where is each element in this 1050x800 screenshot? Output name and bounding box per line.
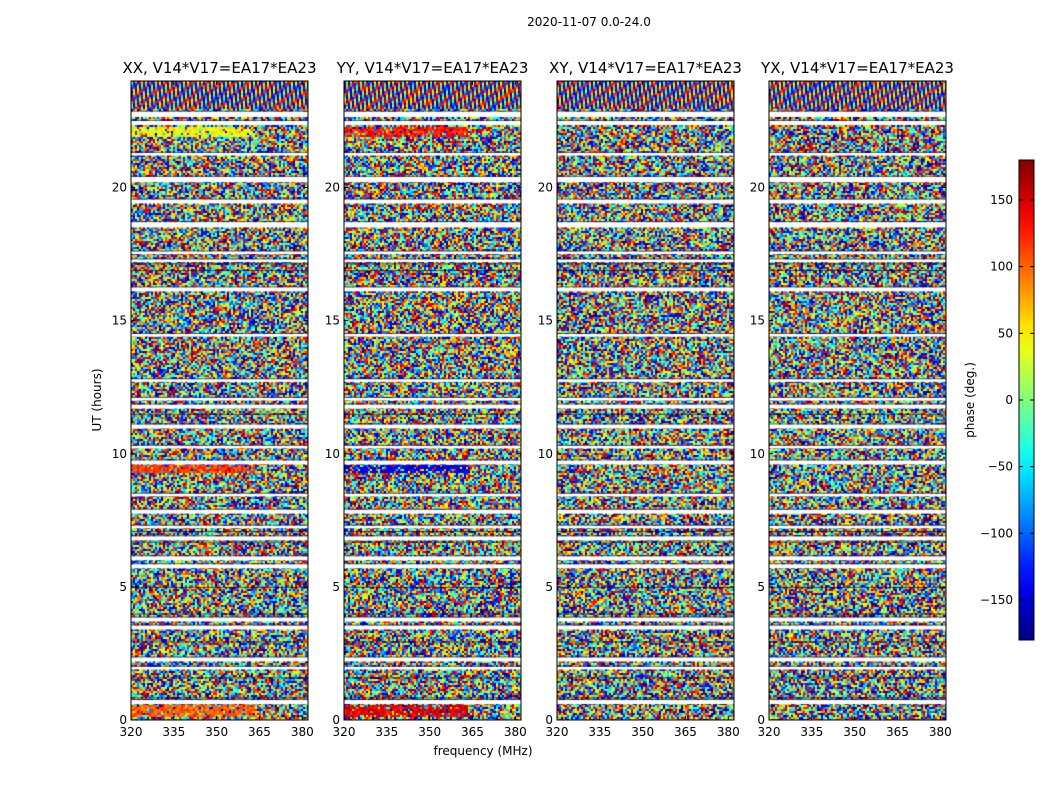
- panel-4: YX, V14*V17=EA17*EA23 320 335 350 365 380 0 5 10…: [750, 59, 954, 739]
- x-tick-label: 365: [886, 725, 909, 739]
- y-tick-label: 0: [119, 713, 127, 727]
- y-tick-label: 10: [325, 447, 340, 461]
- y-axis-label: UT (hours): [90, 368, 104, 431]
- x-tick-label: 320: [546, 725, 569, 739]
- colorbar: 150 100 50 0 −50 −100 −150 phase (deg.): [963, 159, 1035, 641]
- x-tick-label: 320: [758, 725, 781, 739]
- x-tick-label: 335: [375, 725, 398, 739]
- y-tick-label: 5: [545, 580, 553, 594]
- panels: XX, V14*V17=EA17*EA23 320 335 350 365 380 0 5 10…: [112, 59, 954, 739]
- x-tick-label: 335: [162, 725, 185, 739]
- y-tick-label: 20: [538, 181, 553, 195]
- x-tick-label: 335: [588, 725, 611, 739]
- heatmap-image: [344, 81, 521, 720]
- y-tick-label: 0: [332, 713, 340, 727]
- y-tick-label: 15: [112, 314, 127, 328]
- heatmap-image: [131, 81, 308, 720]
- y-tick-label: 10: [538, 447, 553, 461]
- panel-1: XX, V14*V17=EA17*EA23 320 335 350 365 380 0 5 10…: [112, 59, 317, 739]
- y-tick-label: 20: [750, 181, 765, 195]
- panel-frame: [556, 80, 735, 721]
- colorbar-tick-label: 100: [990, 260, 1013, 274]
- colorbar-label: phase (deg.): [963, 362, 977, 438]
- y-tick-label: 10: [750, 447, 765, 461]
- x-tick-label: 380: [504, 725, 527, 739]
- heatmap-image: [557, 81, 734, 720]
- suptitle: 2020-11-07 0.0-24.0: [527, 15, 651, 29]
- x-tick-label: 380: [291, 725, 314, 739]
- y-tick-label: 20: [325, 181, 340, 195]
- colorbar-tick-label: −150: [980, 593, 1013, 607]
- panel-frame: [130, 80, 309, 721]
- y-tick-label: 5: [757, 580, 765, 594]
- x-tick-label: 350: [631, 725, 654, 739]
- panel-frame: [343, 80, 522, 721]
- x-tick-label: 380: [929, 725, 952, 739]
- x-tick-label: 365: [461, 725, 484, 739]
- x-tick-label: 380: [717, 725, 740, 739]
- x-tick-label: 365: [674, 725, 697, 739]
- y-tick-label: 0: [757, 713, 765, 727]
- x-tick-label: 350: [205, 725, 228, 739]
- panel-title: XY, V14*V17=EA17*EA23: [549, 59, 742, 77]
- colorbar-tick-label: 150: [990, 193, 1013, 207]
- colorbar-tick-label: −100: [980, 526, 1013, 540]
- panel-title: YX, V14*V17=EA17*EA23: [760, 59, 954, 77]
- y-tick-label: 15: [538, 314, 553, 328]
- panel-frame: [768, 80, 947, 721]
- x-tick-label: 350: [843, 725, 866, 739]
- x-axis-label: frequency (MHz): [433, 744, 532, 758]
- panel-3: XY, V14*V17=EA17*EA23 320 335 350 365 380 0 5 10…: [538, 59, 742, 739]
- y-tick-label: 5: [332, 580, 340, 594]
- y-tick-label: 15: [325, 314, 340, 328]
- y-tick-label: 5: [119, 580, 127, 594]
- y-tick-label: 15: [750, 314, 765, 328]
- x-tick-label: 335: [800, 725, 823, 739]
- panel-2: YY, V14*V17=EA17*EA23 320 335 350 365 380 0 5 10…: [325, 59, 529, 739]
- y-tick-label: 10: [112, 447, 127, 461]
- x-tick-label: 320: [333, 725, 356, 739]
- panel-title: YY, V14*V17=EA17*EA23: [336, 59, 529, 77]
- x-tick-label: 320: [120, 725, 143, 739]
- x-tick-label: 350: [418, 725, 441, 739]
- colorbar-tick-label: −50: [988, 460, 1013, 474]
- y-tick-label: 20: [112, 181, 127, 195]
- panel-title: XX, V14*V17=EA17*EA23: [122, 59, 316, 77]
- colorbar-tick-label: 50: [998, 326, 1013, 340]
- colorbar-tick-label: 0: [1005, 393, 1013, 407]
- x-tick-label: 365: [248, 725, 271, 739]
- y-tick-label: 0: [545, 713, 553, 727]
- heatmap-image: [769, 81, 946, 720]
